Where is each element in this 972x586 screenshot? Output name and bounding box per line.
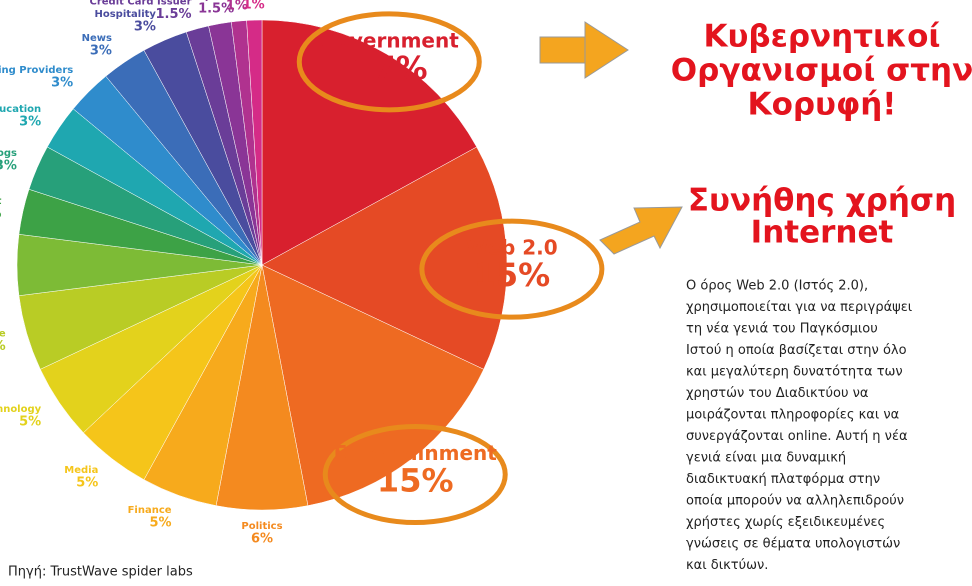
slice-label: Internet	[0, 196, 2, 207]
slice-value: 1%	[243, 0, 265, 13]
slice-label: Multiple	[0, 328, 6, 339]
paragraph-line: Ο όρος Web 2.0 (Ιστός 2.0),	[686, 279, 868, 294]
slice-value: 3%	[51, 76, 73, 91]
slice-value: 5%	[19, 415, 41, 430]
slice-label: Politics	[241, 521, 282, 532]
heading: Κυβερνητικοί	[703, 19, 940, 55]
paragraph-line: γενιά είναι μια δυναμική	[686, 451, 846, 466]
paragraph-line: τη νέα γενιά του Παγκόσμιου	[686, 322, 878, 337]
paragraph-line: χρήστες χωρίς εξειδικευμένες	[686, 515, 885, 530]
slice-label: Technology	[0, 404, 42, 415]
slice-value: 6%	[251, 532, 273, 547]
source: Πηγή: TrustWave spider labs	[8, 565, 193, 580]
paragraph-line: και μεγαλύτερη δυνατότητα των	[686, 365, 903, 380]
slice-label: Sports	[198, 0, 235, 2]
slice-value: 3%	[90, 44, 112, 59]
highlight-ring	[322, 424, 508, 526]
slice-value: 1.5%	[198, 1, 234, 16]
slice-value: 5%	[76, 475, 98, 490]
paragraph-line: οποία μπορούν να αλληλεπιδρούν	[686, 494, 904, 509]
heading: Οργανισμοί στην	[671, 53, 972, 89]
slice-value: 3%	[0, 158, 17, 173]
slice-label: Finance	[128, 505, 172, 516]
heading: Κορυφή!	[748, 87, 897, 123]
slice-label: Education	[0, 104, 41, 115]
slice-value: 1%	[226, 0, 248, 14]
slice-label: Hosting Providers	[0, 65, 73, 76]
paragraph-line: γνώσεις σε θέματα υπολογιστών	[686, 537, 900, 552]
slice-value: 15%	[377, 462, 454, 500]
slice-value: 17%	[351, 49, 428, 87]
arrow	[539, 21, 629, 79]
slice-label: Government	[320, 28, 460, 52]
pie-slice	[261, 264, 485, 506]
slice-label: Hospitality	[94, 9, 156, 20]
pie-slice	[261, 146, 508, 370]
pie-slice	[261, 19, 478, 266]
paragraph-line: μοιράζονται πληροφορίες και να	[686, 408, 899, 423]
heading: Συνήθης χρήση	[688, 183, 956, 219]
slice-value: 3%	[134, 19, 156, 34]
slice-label: Entertainment	[334, 441, 498, 465]
slice-label: Media	[64, 465, 98, 476]
slice-label: Credit Card Issuer	[90, 0, 192, 7]
slice-value: 3%	[19, 114, 41, 129]
paragraph-line: διαδικτυακή πλατφόρμα στην	[686, 472, 880, 487]
slice-label: Web 2.0	[466, 236, 558, 260]
arrow	[599, 206, 683, 255]
slice-value: 5%	[0, 339, 6, 354]
slice-value: 3%	[0, 206, 1, 221]
slice-value: 1.5%	[155, 7, 191, 22]
pie-slice	[246, 19, 263, 266]
paragraph-line: χρησιμοποιείται για να περιγράψει	[686, 300, 912, 315]
slice-value: 5%	[149, 516, 171, 531]
paragraph-line: χρηστών του Διαδικτύου να	[686, 386, 868, 401]
paragraph-line: και δικτύων.	[686, 558, 768, 573]
highlight-ring	[419, 218, 605, 320]
heading: Internet	[751, 215, 894, 251]
paragraph-line: συνεργάζονται online. Αυτή η νέα	[686, 429, 908, 444]
slice-label: Blogs	[0, 148, 17, 159]
slice-label: News	[82, 33, 112, 44]
slice-value: 15%	[474, 256, 551, 294]
paragraph-line: Ιστού η οποία βασίζεται στην όλο	[686, 343, 907, 358]
highlight-ring	[296, 11, 482, 113]
